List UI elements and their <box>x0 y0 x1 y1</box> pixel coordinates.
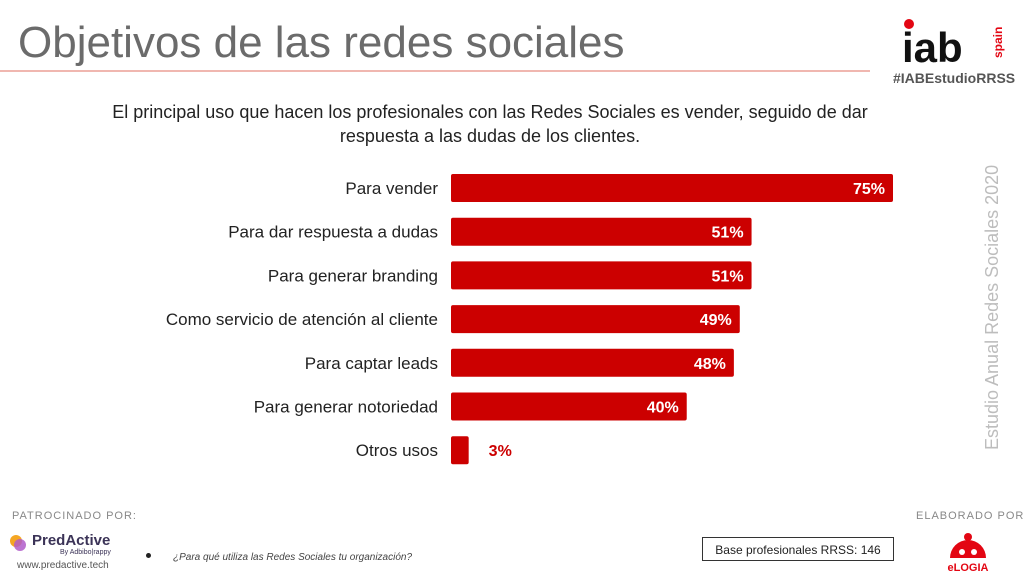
subtitle-line-1: El principal uso que hacen los profesion… <box>112 102 868 122</box>
study-side-label: Estudio Anual Redes Sociales 2020 <box>982 164 1002 450</box>
category-label: Como servicio de atención al cliente <box>166 310 438 329</box>
base-note: Base profesionales RRSS: 146 <box>702 537 894 561</box>
data-label: 3% <box>489 443 512 460</box>
bar <box>451 392 687 421</box>
logo-text: iab <box>902 24 963 70</box>
predactive-logo-icon <box>10 535 26 551</box>
data-label: 75% <box>853 181 885 198</box>
sponsor-by: By Adbibo|rappy <box>60 549 111 556</box>
bar <box>451 261 752 290</box>
page-title: Objetivos de las redes sociales <box>18 18 625 67</box>
data-label: 51% <box>712 225 744 242</box>
hashtag: #IABEstudioRRSS <box>893 70 1016 86</box>
category-label: Para vender <box>345 179 438 198</box>
category-label: Para generar notoriedad <box>254 398 438 417</box>
survey-question: ¿Para qué utiliza las Redes Sociales tu … <box>173 552 413 563</box>
subtitle-line-2: respuesta a las dudas de los clientes. <box>339 126 641 146</box>
data-label: 48% <box>694 356 726 373</box>
bullet-icon <box>146 553 151 558</box>
sponsor-name: PredActive <box>32 532 111 549</box>
category-label: Para captar leads <box>305 354 438 373</box>
logo-subtext: spain <box>991 27 1005 58</box>
sponsor-url: www.predactive.tech <box>17 560 109 571</box>
bar <box>451 174 893 202</box>
bar <box>451 305 740 334</box>
chart-subtitle: El principal uso que hacen los profesion… <box>40 100 940 148</box>
made-by-label: ELABORADO POR: <box>916 510 1024 522</box>
sponsor-label: PATROCINADO POR: <box>12 510 137 522</box>
category-label: Para dar respuesta a dudas <box>228 223 438 242</box>
data-label: 49% <box>700 312 732 329</box>
iab-spain-logo: iab spain <box>902 19 1005 70</box>
data-label: 51% <box>712 268 744 285</box>
bar <box>451 348 734 377</box>
category-label: Para generar branding <box>268 266 438 285</box>
category-label: Otros usos <box>356 441 438 460</box>
elogia-logo: eLOGIA <box>948 533 989 574</box>
data-label: 40% <box>647 400 679 417</box>
title-divider <box>0 70 870 72</box>
bar <box>451 436 469 465</box>
bar <box>451 217 752 246</box>
elogia-text: eLOGIA <box>948 562 989 574</box>
